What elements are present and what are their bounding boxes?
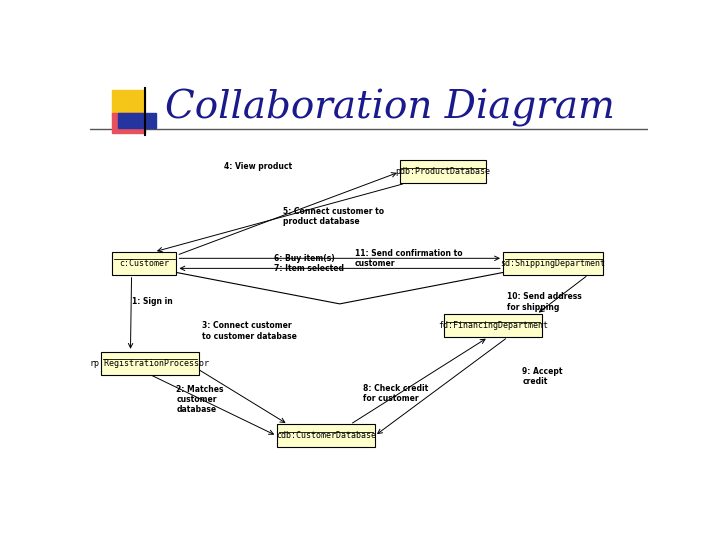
Text: 9: Accept
credit: 9: Accept credit xyxy=(523,367,563,386)
FancyBboxPatch shape xyxy=(277,424,374,447)
FancyBboxPatch shape xyxy=(400,160,486,183)
Text: sd:ShippingDepartment: sd:ShippingDepartment xyxy=(500,259,606,268)
Text: fd:FinancingDepartment: fd:FinancingDepartment xyxy=(438,321,548,330)
Text: 6: Buy item(s): 6: Buy item(s) xyxy=(274,254,335,263)
FancyBboxPatch shape xyxy=(444,314,542,337)
Bar xyxy=(112,90,145,117)
Text: pdb:ProductDatabase: pdb:ProductDatabase xyxy=(395,167,490,177)
FancyBboxPatch shape xyxy=(503,252,603,275)
Text: 1: Sign in: 1: Sign in xyxy=(132,298,173,306)
Text: 11: Send confirmation to
customer: 11: Send confirmation to customer xyxy=(355,249,463,268)
FancyBboxPatch shape xyxy=(112,252,176,275)
Text: 10: Send address
for shipping: 10: Send address for shipping xyxy=(508,292,582,312)
Text: c:Customer: c:Customer xyxy=(120,259,169,268)
Text: 3: Connect customer
to customer database: 3: Connect customer to customer database xyxy=(202,321,297,341)
Bar xyxy=(112,113,145,133)
Text: cdb:CustomerDatabase: cdb:CustomerDatabase xyxy=(276,431,376,441)
Text: 8: Check credit
for customer: 8: Check credit for customer xyxy=(364,383,428,403)
Text: Collaboration Diagram: Collaboration Diagram xyxy=(166,90,615,127)
Text: 2: Matches
customer
database: 2: Matches customer database xyxy=(176,384,224,414)
FancyBboxPatch shape xyxy=(101,352,199,375)
Text: 7: Item selected: 7: Item selected xyxy=(274,264,344,273)
Text: rp:RegistrationProcessor: rp:RegistrationProcessor xyxy=(90,359,210,368)
Text: 4: View product: 4: View product xyxy=(224,162,292,171)
Bar xyxy=(118,113,156,128)
Text: 5: Connect customer to
product database: 5: Connect customer to product database xyxy=(282,207,384,226)
